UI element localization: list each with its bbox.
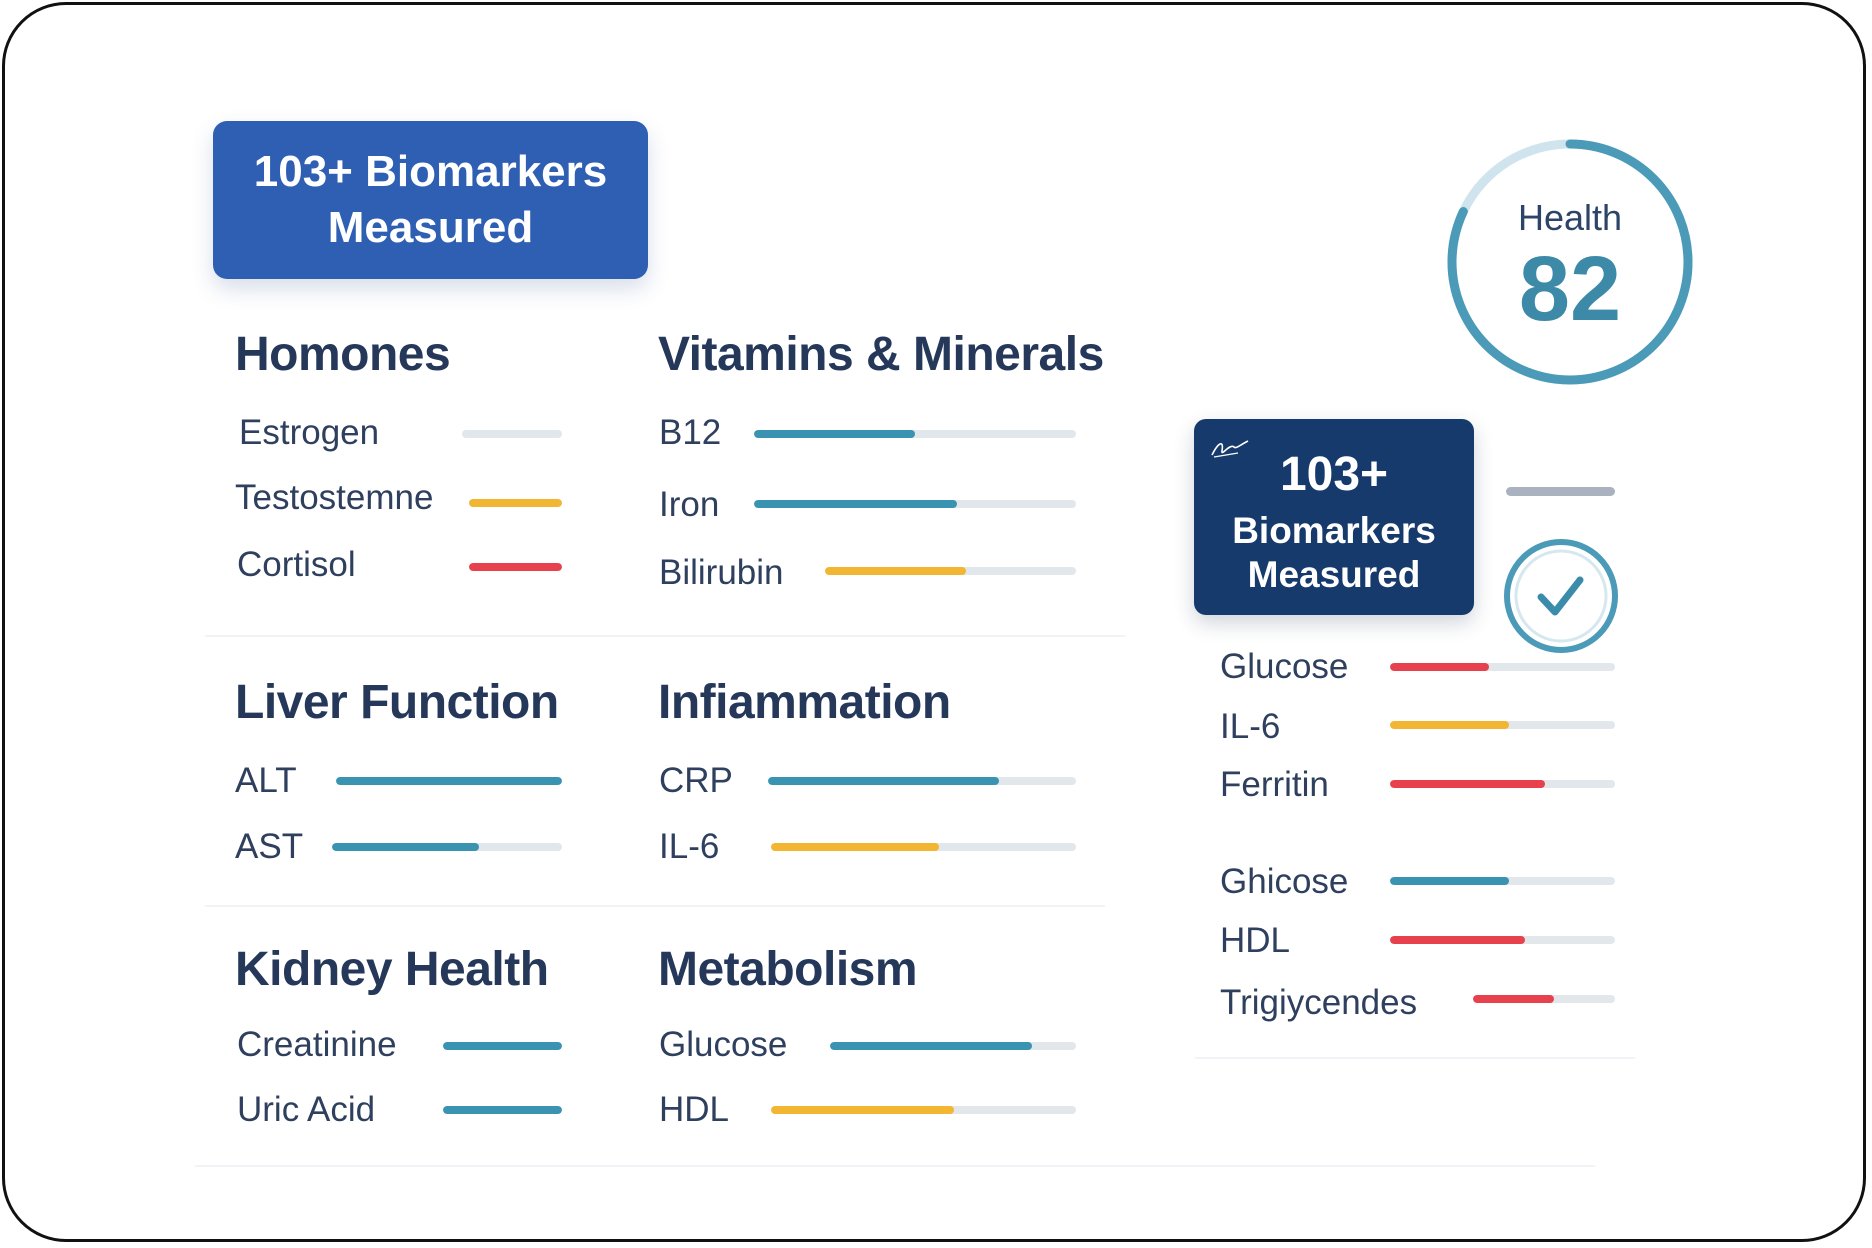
biomarker-label: Uric Acid (237, 1090, 376, 1129)
section-title-liver: Liver Function (235, 676, 559, 729)
section-title-inflammation: Infiammation (658, 676, 951, 729)
placeholder-line (1506, 487, 1615, 496)
biomarker-bar (443, 1106, 562, 1114)
biomarker-bar (825, 567, 1076, 575)
biomarker-bar-fill (443, 1042, 562, 1050)
biomarker-bar (830, 1042, 1076, 1050)
biomarker-label: CRP (659, 761, 733, 800)
badge-line-1: 103+ Biomarkers (253, 147, 608, 196)
signature-icon (1211, 440, 1249, 458)
biomarker-bar-fill (768, 777, 999, 785)
biomarker-label: IL-6 (659, 827, 720, 866)
biomarker-bar-fill (825, 567, 966, 575)
biomarker-label: B12 (659, 413, 722, 452)
biomarker-bar-fill (469, 563, 562, 571)
section-title-metabolism: Metabolism (658, 943, 918, 996)
biomarker-bar-fill (443, 1106, 562, 1114)
biomarker-bar (469, 499, 562, 507)
section-divider (1195, 1057, 1635, 1059)
biomarker-bar-fill (336, 777, 562, 785)
side-biomarker-label: HDL (1220, 921, 1291, 960)
section-title-vitamins: Vitamins & Minerals (658, 328, 1104, 381)
side-biomarker-bar-fill (1390, 936, 1525, 944)
biomarker-label: Creatinine (237, 1025, 397, 1064)
biomarker-bar (771, 1106, 1076, 1114)
biomarker-bar (462, 430, 562, 438)
biomarker-bar (754, 500, 1076, 508)
health-score-ring (1447, 139, 1693, 385)
biomarker-bar (443, 1042, 562, 1050)
biomarker-label: Cortisol (237, 545, 356, 584)
biomarker-bar (768, 777, 1076, 785)
biomarker-bar-fill (754, 430, 915, 438)
biomarker-bar-fill (771, 843, 939, 851)
health-score-label: Health (1517, 197, 1623, 238)
summary-count: 103+ (1279, 448, 1389, 501)
summary-line-2: Measured (1247, 554, 1421, 595)
biomarker-bar-fill (754, 500, 957, 508)
biomarkers-badge: 103+ Biomarkers Measured (213, 121, 648, 279)
side-biomarker-label: Ghicose (1220, 862, 1349, 901)
side-biomarker-bar-fill (1390, 877, 1510, 885)
side-biomarker-bar (1390, 721, 1615, 729)
check-circle-icon (1504, 539, 1618, 653)
biomarker-bar (469, 563, 562, 571)
biomarker-label: Bilirubin (659, 553, 784, 592)
side-biomarker-label: IL-6 (1220, 707, 1281, 746)
biomarker-label: Testostemne (235, 478, 434, 517)
biomarker-bar-fill (771, 1106, 954, 1114)
side-biomarker-bar (1390, 877, 1615, 885)
side-biomarker-bar-fill (1390, 721, 1510, 729)
biomarker-label: Estrogen (239, 413, 380, 452)
health-score-value: 82 (1518, 238, 1622, 340)
biomarker-bar (771, 843, 1076, 851)
side-biomarker-bar-fill (1390, 663, 1489, 671)
section-divider (205, 635, 1125, 637)
biomarker-bar (336, 777, 562, 785)
side-biomarker-bar-fill (1390, 780, 1546, 788)
ring-progress (1447, 139, 1693, 385)
section-divider (205, 905, 1105, 907)
biomarker-label: ALT (235, 761, 297, 800)
biomarker-label: Glucose (659, 1025, 788, 1064)
summary-line-1: Biomarkers (1232, 510, 1436, 551)
biomarkers-summary-card: 103+ Biomarkers Measured (1194, 419, 1474, 615)
side-biomarker-bar (1390, 936, 1615, 944)
side-biomarker-bar (1390, 780, 1615, 788)
section-divider (195, 1165, 1595, 1167)
biomarker-bar-fill (469, 499, 562, 507)
biomarker-bar-fill (830, 1042, 1032, 1050)
side-biomarker-label: Ferritin (1220, 765, 1329, 804)
biomarker-label: HDL (659, 1090, 730, 1129)
section-title-hormones: Homones (235, 328, 451, 381)
side-biomarker-bar (1473, 995, 1615, 1003)
biomarker-label: AST (235, 827, 304, 866)
side-biomarker-label: Glucose (1220, 647, 1349, 686)
biomarker-bar-fill (332, 843, 480, 851)
badge-line-2: Measured (327, 203, 534, 252)
biomarker-bar (332, 843, 562, 851)
biomarker-label: Iron (659, 485, 720, 524)
section-title-kidney: Kidney Health (235, 943, 549, 996)
side-biomarker-bar-fill (1473, 995, 1554, 1003)
side-biomarker-bar (1390, 663, 1615, 671)
biomarker-bar (754, 430, 1076, 438)
side-biomarker-label: Trigiycendes (1220, 983, 1418, 1022)
